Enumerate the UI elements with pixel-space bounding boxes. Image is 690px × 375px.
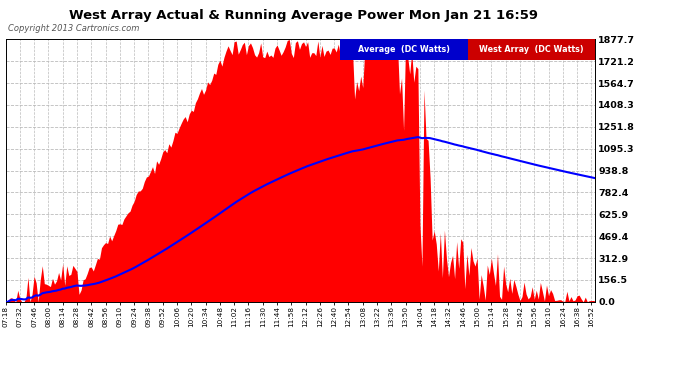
Text: West Array Actual & Running Average Power Mon Jan 21 16:59: West Array Actual & Running Average Powe… [69,9,538,22]
Text: Copyright 2013 Cartronics.com: Copyright 2013 Cartronics.com [8,24,139,33]
Text: West Array  (DC Watts): West Array (DC Watts) [480,45,584,54]
Text: Average  (DC Watts): Average (DC Watts) [358,45,450,54]
